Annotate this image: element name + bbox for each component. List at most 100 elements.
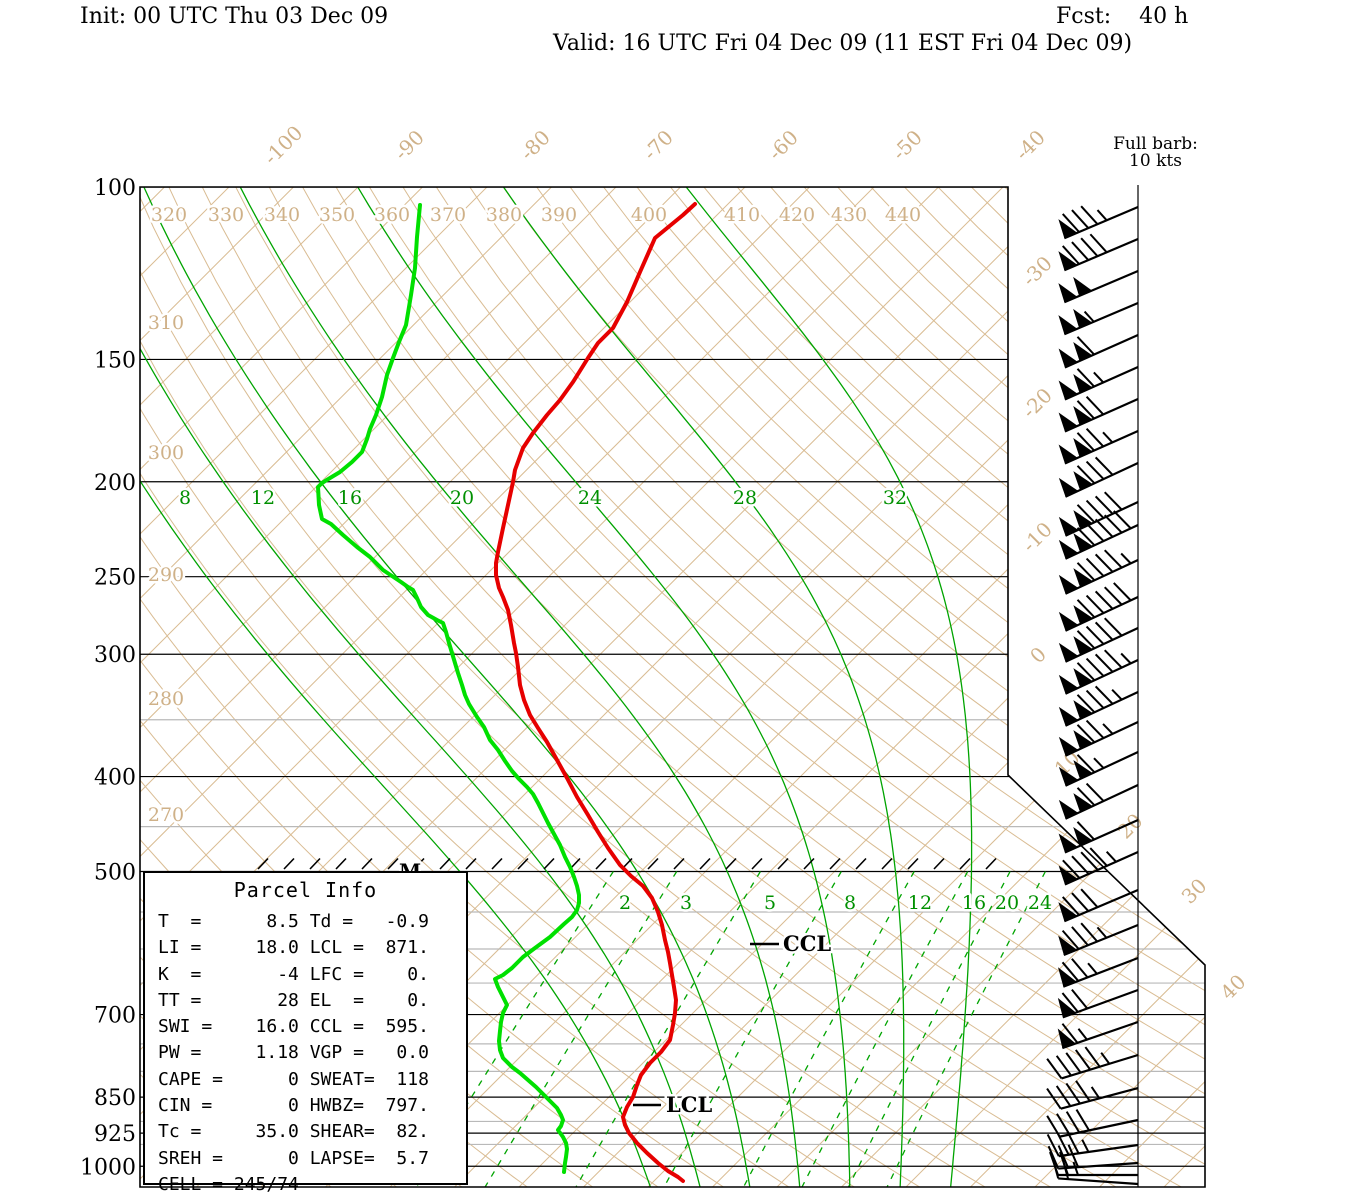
isotherm-line	[140, 187, 446, 1187]
theta-label: 380	[486, 204, 522, 226]
barb-full	[1080, 851, 1099, 871]
dry-adiabat-line	[355, 187, 1205, 1187]
theta-label: 270	[148, 804, 184, 826]
barb-staff	[1062, 956, 1139, 988]
mixing-ratio-line	[575, 871, 761, 1187]
barb-full	[1071, 855, 1090, 875]
moist-adiabat-line	[140, 187, 702, 1187]
pressure-tick-label: 1000	[80, 1155, 136, 1180]
barb-staff	[1064, 429, 1139, 465]
wind-barb	[1058, 685, 1139, 727]
barb-pennant	[1058, 412, 1078, 432]
wind-barb	[1058, 233, 1139, 272]
parcel-row: SWI = 16.0 CCL = 595.	[158, 1016, 429, 1038]
dry-adiabat-line	[140, 187, 989, 1187]
parcel-info-title: Parcel Info	[233, 878, 378, 902]
mixing-ratio-label: 3	[680, 892, 692, 914]
barb-staff	[1058, 1177, 1139, 1186]
isotherm-line	[140, 187, 768, 1187]
barb-full	[1094, 685, 1114, 705]
barb-full	[1103, 586, 1123, 606]
barb-pennant	[1058, 380, 1078, 400]
barb-pennant	[1058, 799, 1079, 819]
pressure-tick-label: 200	[94, 471, 136, 496]
wind-barb	[1058, 549, 1139, 595]
barb-staff	[1064, 397, 1139, 433]
hatch-tick	[595, 857, 607, 870]
wind-barb	[1058, 956, 1139, 988]
isotherm-line	[140, 187, 962, 1187]
barb-pennant	[1058, 315, 1078, 335]
barb-full	[1065, 1082, 1081, 1105]
hatch-tick	[543, 857, 555, 870]
mixing-ratio-line	[663, 871, 842, 1187]
wind-barb	[1058, 456, 1139, 498]
dry-adiabat-line	[619, 187, 1205, 1187]
dry-adiabat-line	[916, 187, 1205, 1187]
barb-full	[1061, 1023, 1079, 1044]
hatch-tick	[309, 857, 321, 870]
isotherm-label: -40	[1010, 125, 1050, 165]
barb-pennant	[1073, 471, 1093, 491]
barb-pennant	[1058, 283, 1078, 303]
barb-full	[1080, 205, 1099, 225]
hatch-tick	[907, 857, 919, 870]
moist-adiabat-line	[231, 187, 801, 1187]
barb-staff	[1060, 1086, 1139, 1110]
barb-full	[1071, 892, 1090, 912]
barb-pennant	[1058, 219, 1078, 239]
pressure-tick-label: 500	[94, 860, 136, 885]
theta-label: 440	[885, 204, 921, 226]
barb-full	[1057, 1145, 1070, 1169]
forecast-hour-title: Fcst: 40 h	[1056, 4, 1189, 29]
barb-half	[1120, 652, 1132, 665]
isotherm-line	[1086, 187, 1205, 1187]
barb-full	[1094, 653, 1114, 673]
barb-full	[1089, 233, 1108, 253]
barb-full	[1076, 630, 1096, 649]
wind-barb	[1058, 649, 1139, 695]
barb-full	[1103, 649, 1123, 669]
mixing-ratio-label: 24	[1028, 892, 1052, 914]
moist-adiabat-label: 20	[450, 487, 474, 509]
barb-full	[1046, 1087, 1062, 1110]
wind-barb	[1046, 1109, 1139, 1138]
in-plot-labels: 320 330 340 350 360 370 380 390 400 410 420 430 4403…	[145, 202, 1054, 917]
theta-label: 300	[148, 442, 184, 464]
mixing-ratio-label: 20	[995, 892, 1019, 914]
barb-full	[1094, 553, 1114, 573]
barb-full	[1076, 336, 1095, 356]
isotherm-label: -10	[1017, 517, 1057, 557]
isotherm-label: -70	[638, 125, 678, 165]
barb-full	[1046, 1058, 1063, 1079]
isotherm-label: 40	[1216, 970, 1251, 1005]
wind-barb	[1058, 428, 1139, 465]
dry-adiabat-line	[1047, 187, 1205, 1187]
barb-full	[1061, 896, 1080, 916]
barb-full	[1076, 504, 1096, 523]
wind-barb	[1058, 782, 1139, 820]
barb-half	[1093, 757, 1105, 769]
barb-staff	[1063, 205, 1139, 240]
isotherm-line	[140, 187, 381, 1187]
barb-full	[1075, 1109, 1090, 1131]
moist-adiabat-label: 28	[733, 487, 757, 509]
hatch-tick	[517, 857, 529, 870]
dry-adiabat-line	[140, 187, 1055, 1187]
theta-label: 350	[319, 204, 355, 226]
barb-full	[1103, 514, 1123, 534]
isotherm-label: -100	[259, 121, 308, 170]
barb-half	[1077, 1028, 1088, 1041]
hatch-tick	[257, 857, 269, 870]
wind-barb	[1058, 922, 1139, 956]
dry-adiabat-line	[322, 187, 1205, 1187]
dry-adiabat-line	[158, 187, 1205, 1187]
mixing-ratio-line	[743, 871, 915, 1187]
barb-full	[1076, 821, 1095, 841]
barb-full	[1071, 926, 1089, 946]
isotherm-label: -50	[887, 125, 927, 165]
mixing-ratio-label: 2	[619, 892, 631, 914]
ccl-marker-label: CCL	[783, 931, 831, 956]
barb-full	[1103, 617, 1123, 637]
dry-adiabat-line	[454, 187, 1205, 1187]
